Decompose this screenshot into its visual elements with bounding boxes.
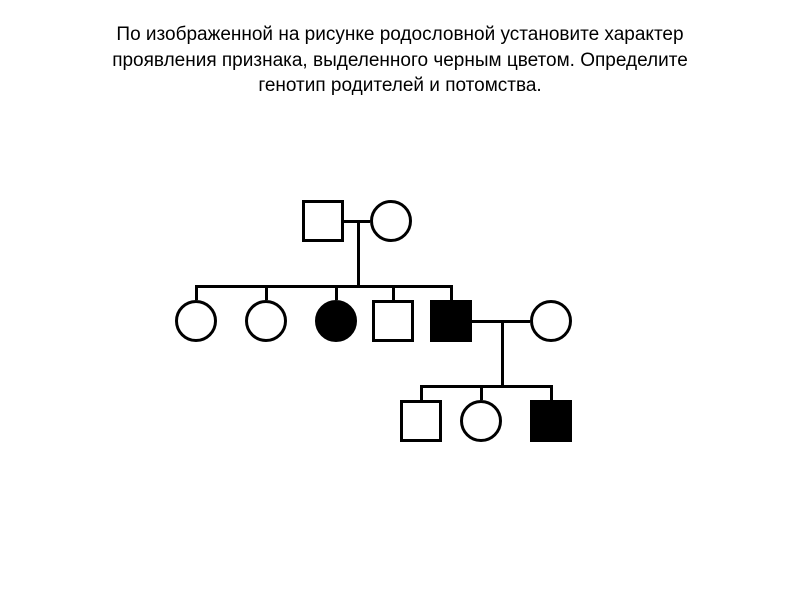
pedigree-female-unaffected <box>175 300 217 342</box>
connector-vertical <box>420 385 423 400</box>
pedigree-female-unaffected <box>530 300 572 342</box>
connector-vertical <box>450 285 453 300</box>
pedigree-male-unaffected <box>372 300 414 342</box>
pedigree-male-unaffected <box>400 400 442 442</box>
title-block: По изображенной на рисунке родословной у… <box>40 22 760 99</box>
connector-horizontal <box>420 385 553 388</box>
pedigree-female-unaffected <box>370 200 412 242</box>
connector-vertical <box>265 285 268 300</box>
connector-vertical <box>357 220 360 285</box>
connector-vertical <box>195 285 198 300</box>
title-line-1: По изображенной на рисунке родословной у… <box>116 24 683 45</box>
connector-vertical <box>335 285 338 300</box>
pedigree-female-affected <box>315 300 357 342</box>
pedigree-male-affected <box>430 300 472 342</box>
pedigree-female-unaffected <box>460 400 502 442</box>
pedigree-male-affected <box>530 400 572 442</box>
connector-vertical <box>501 320 504 385</box>
connector-vertical <box>550 385 553 400</box>
pedigree-male-unaffected <box>302 200 344 242</box>
connector-vertical <box>480 385 483 400</box>
pedigree-female-unaffected <box>245 300 287 342</box>
title-line-2: проявления признака, выделенного черным … <box>112 50 688 71</box>
connector-vertical <box>392 285 395 300</box>
connector-horizontal <box>195 285 453 288</box>
title-line-3: генотип родителей и потомства. <box>258 75 541 96</box>
